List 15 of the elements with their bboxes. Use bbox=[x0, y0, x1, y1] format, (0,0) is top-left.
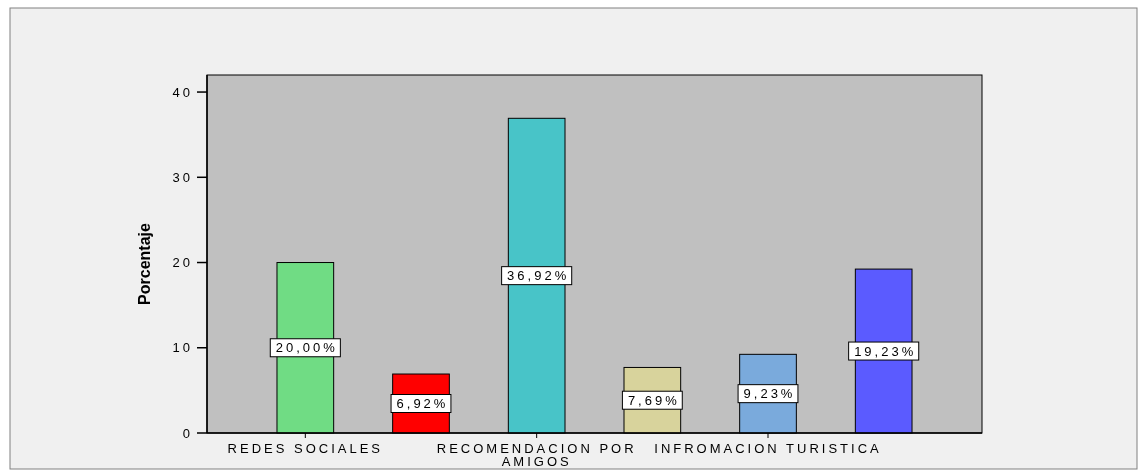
y-tick-label: 40 bbox=[172, 84, 193, 100]
data-label: 9,23% bbox=[743, 386, 796, 402]
y-axis-title: Porcentaje bbox=[136, 222, 153, 305]
data-label: 7,69% bbox=[627, 392, 680, 408]
y-tick-label: 0 bbox=[182, 425, 193, 441]
y-tick-label: 20 bbox=[172, 255, 193, 271]
data-label: 20,00% bbox=[275, 340, 338, 356]
x-tick-label: INFROMACION TURISTICA bbox=[654, 441, 882, 456]
y-tick-label: 10 bbox=[172, 340, 193, 356]
x-tick-label: RECOMENDACION POR AMIGOS bbox=[436, 441, 637, 469]
data-label: 19,23% bbox=[854, 343, 917, 359]
data-label: 6,92% bbox=[396, 396, 449, 412]
y-tick-label: 30 bbox=[172, 169, 193, 185]
data-label: 36,92% bbox=[507, 268, 570, 284]
x-tick-label: REDES SOCIALES bbox=[227, 441, 384, 456]
